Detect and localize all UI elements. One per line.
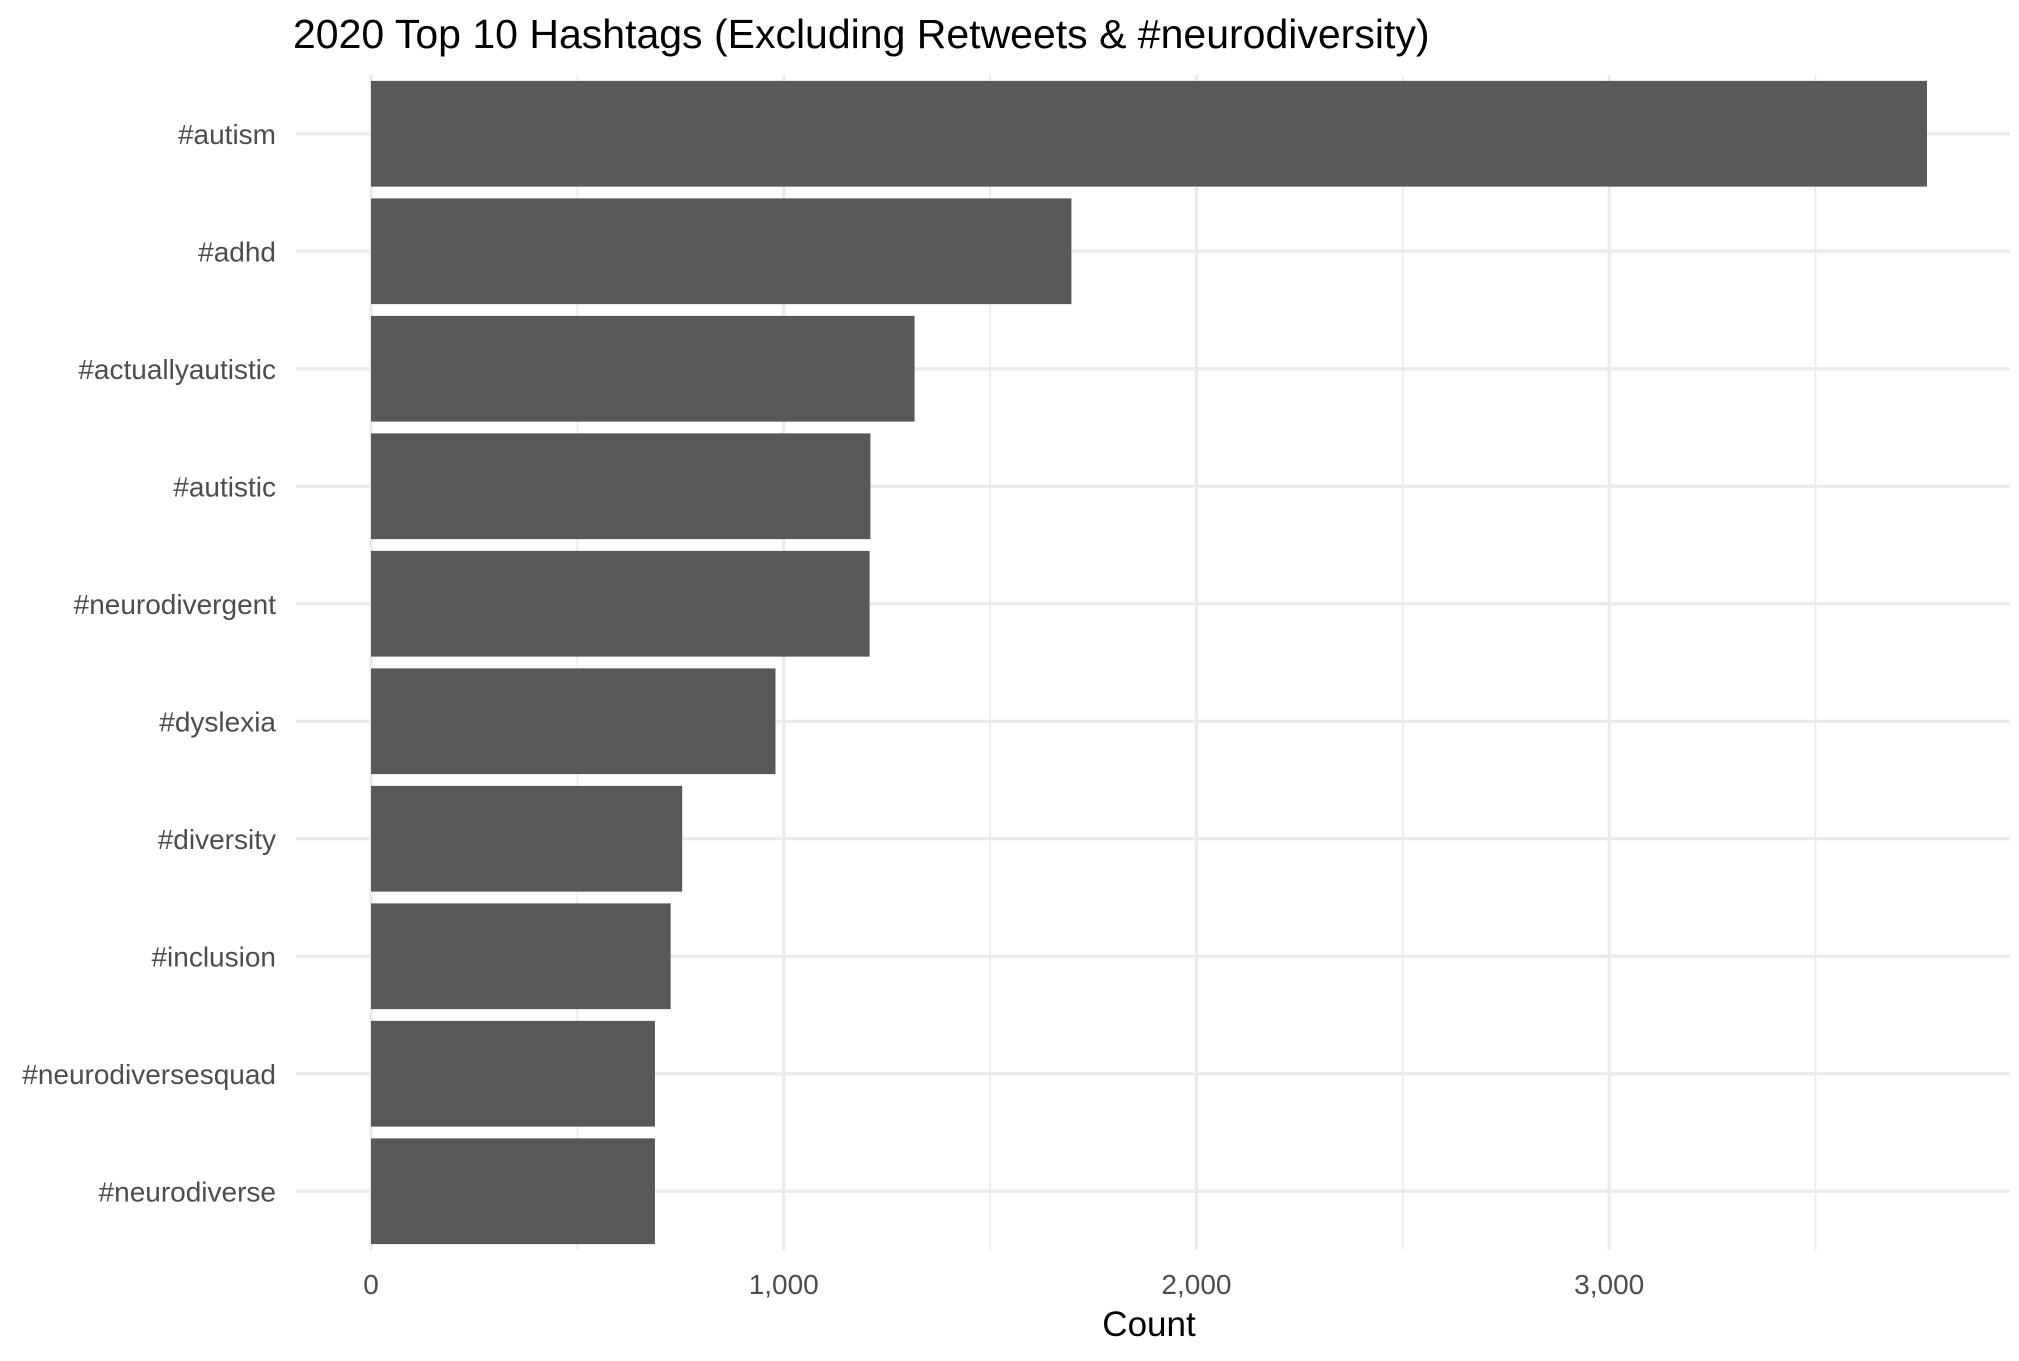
bar: [371, 1138, 655, 1245]
x-tick-label: 0: [363, 1269, 379, 1300]
y-tick-label: #autistic: [173, 471, 276, 502]
y-tick-label: #adhd: [198, 236, 276, 267]
bar: [371, 668, 776, 775]
y-tick-label: #neurodiverse: [99, 1176, 276, 1207]
bar: [371, 785, 683, 892]
bar: [371, 1020, 655, 1127]
y-tick-label: #neurodiversesquad: [22, 1059, 276, 1090]
x-tick-label: 3,000: [1574, 1269, 1644, 1300]
y-tick-label: #diversity: [158, 824, 276, 855]
y-tick-label: #actuallyautistic: [78, 354, 276, 385]
bar: [371, 903, 671, 1010]
y-tick-label: #neurodivergent: [74, 589, 277, 620]
y-axis-tick-labels: #autism #adhd #actuallyautistic #autistic #n…: [22, 119, 276, 1208]
bar: [371, 198, 1072, 305]
bar: [371, 315, 915, 422]
bar: [371, 550, 870, 657]
chart-title: 2020 Top 10 Hashtags (Excluding Retweets…: [293, 11, 1430, 57]
x-axis-tick-labels: 0 1,000 2,000 3,000: [363, 1269, 1644, 1300]
x-axis-title: Count: [1102, 1305, 1196, 1344]
y-tick-label: #dyslexia: [159, 706, 276, 737]
bar: [371, 80, 1927, 187]
bars: [371, 80, 1927, 1245]
y-tick-label: #inclusion: [151, 941, 276, 972]
y-tick-label: #autism: [178, 119, 276, 150]
x-tick-label: 2,000: [1161, 1269, 1231, 1300]
bar: [371, 433, 871, 540]
x-tick-label: 1,000: [749, 1269, 819, 1300]
